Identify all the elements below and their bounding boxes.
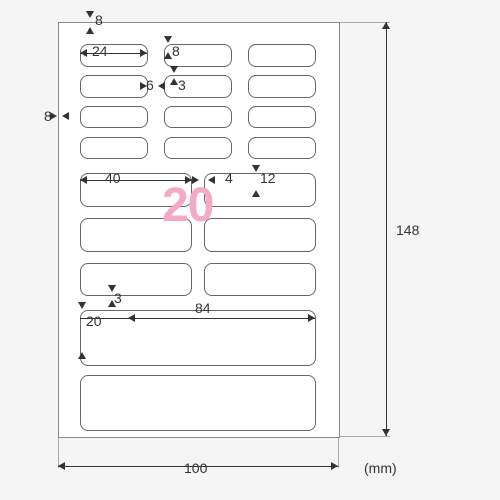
arrow-left-icon: [128, 314, 135, 322]
dim-col-gap: 6: [146, 77, 154, 93]
arrow-right-icon: [140, 49, 147, 57]
dim-overall-w: 100: [184, 460, 207, 476]
arrow-down-icon: [78, 302, 86, 309]
arrow-right-icon: [140, 82, 147, 90]
guide-right: [338, 438, 339, 468]
arrow-left-icon: [80, 176, 87, 184]
arrow-up-icon: [86, 27, 94, 34]
label-cell: [248, 44, 315, 66]
unit-label: (mm): [364, 460, 397, 476]
arrow-down-icon: [164, 36, 172, 43]
dimline-w: [58, 466, 338, 467]
label-cell: [248, 137, 315, 159]
dim-row2-gap: 3: [178, 77, 186, 93]
dimline-h: [386, 22, 387, 436]
label-cell: [80, 75, 147, 97]
arrow-down-icon: [382, 429, 390, 436]
arrow-right-icon: [185, 176, 192, 184]
arrow-left-icon: [62, 112, 69, 120]
arrow-left-icon: [158, 82, 165, 90]
arrow-right-icon: [308, 314, 315, 322]
arrow-up-icon: [382, 22, 390, 29]
label-cell: [248, 106, 315, 128]
label-cell: [80, 375, 315, 431]
arrow-left-icon: [208, 176, 215, 184]
dim-row5-w: 40: [105, 170, 121, 186]
label-cell: [248, 75, 315, 97]
arrow-down-icon: [108, 285, 116, 292]
label-cell: [204, 218, 316, 252]
arrow-down-icon: [252, 165, 260, 172]
arrow-up-icon: [78, 352, 86, 359]
dim-row1-w: 24: [92, 43, 108, 59]
arrow-up-icon: [164, 52, 172, 59]
dim-top-margin: 8: [95, 12, 103, 28]
arrow-down-icon: [170, 66, 178, 73]
arrow-up-icon: [108, 300, 116, 307]
label-cell: [164, 137, 231, 159]
guide-bottom: [340, 436, 390, 437]
dimline-40: [80, 180, 192, 181]
label-cell: [80, 263, 192, 297]
arrow-right-icon: [331, 462, 338, 470]
arrow-down-icon: [86, 11, 94, 18]
label-count: 20: [162, 178, 213, 233]
label-cell: [164, 106, 231, 128]
dim-row5-gap: 4: [225, 170, 233, 186]
dim-big-h: 20: [86, 313, 102, 329]
dim-row1-h: 8: [172, 43, 180, 59]
label-cell: [80, 106, 147, 128]
dimline-84: [80, 318, 315, 319]
arrow-left-icon: [58, 462, 65, 470]
diagram-stage: 20 8 24 8 6 3 8 40 4 12 3 84 20 148 100 …: [0, 0, 500, 500]
dimline-24: [80, 53, 147, 54]
label-cell: [80, 44, 147, 66]
dim-big-w: 84: [195, 300, 211, 316]
arrow-right-icon: [50, 112, 57, 120]
label-cell: [80, 137, 147, 159]
dim-row5-h: 12: [260, 170, 276, 186]
arrow-left-icon: [80, 49, 87, 57]
arrow-up-icon: [170, 78, 178, 85]
dim-overall-h: 148: [396, 222, 419, 238]
label-cell: [204, 263, 316, 297]
arrow-up-icon: [252, 190, 260, 197]
arrow-right-icon: [192, 176, 199, 184]
